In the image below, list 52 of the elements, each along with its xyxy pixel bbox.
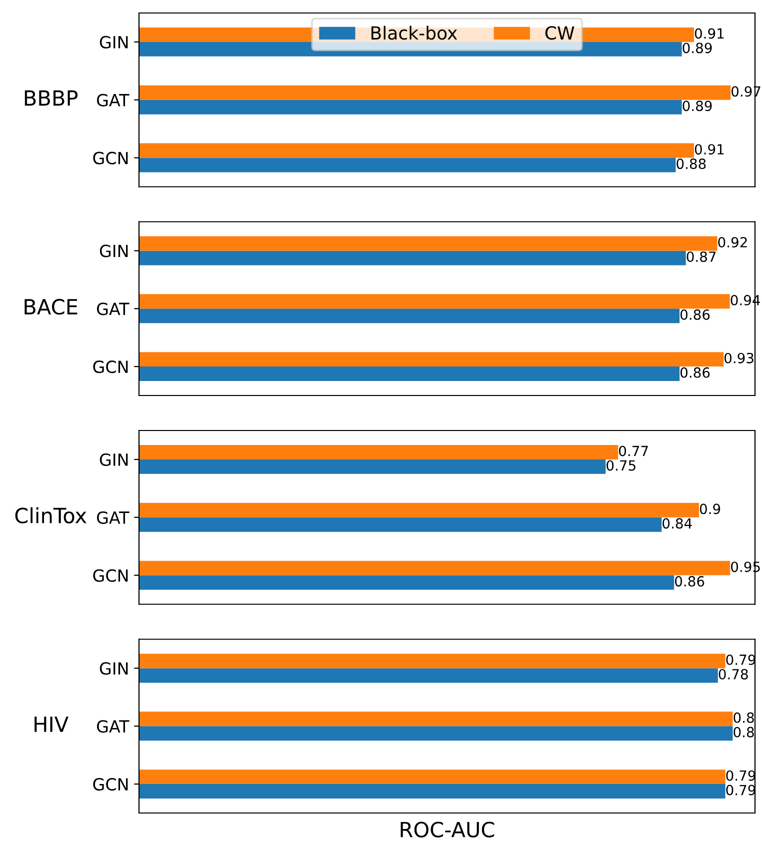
y-tick-label: GAT: [97, 720, 130, 733]
legend-label: Black-box: [371, 26, 458, 40]
x-axis-title: ROC-AUC: [400, 822, 494, 838]
bar: [139, 250, 686, 266]
data-label: 0.75: [606, 460, 636, 471]
bar: [139, 517, 662, 532]
data-label: 0.79: [726, 784, 756, 796]
data-label: 0.86: [680, 367, 710, 378]
y-tick-label: GCN: [93, 778, 128, 791]
bar: [139, 444, 618, 460]
data-label: 0.78: [718, 668, 748, 680]
data-label: 0.91: [694, 144, 724, 155]
y-tick-label: GAT: [97, 511, 130, 524]
y-tick-label: GIN: [100, 453, 128, 466]
bar: [139, 366, 680, 382]
legend-label: CW: [545, 26, 574, 40]
y-tick-label: GIN: [100, 36, 128, 49]
y-tick-label: GCN: [93, 569, 128, 582]
data-label: 0.8: [734, 726, 754, 738]
bar: [139, 502, 699, 518]
data-label: 0.89: [682, 100, 712, 112]
data-label: 0.93: [724, 352, 754, 364]
y-tick-label: GCN: [93, 152, 128, 164]
bar: [139, 308, 680, 324]
data-label: 0.89: [682, 42, 712, 54]
data-label: 0.9: [700, 504, 720, 514]
data-label: 0.8: [734, 712, 754, 723]
data-label: 0.84: [662, 518, 692, 529]
data-label: 0.79: [726, 654, 756, 665]
data-label: 0.87: [686, 251, 716, 262]
y-tick-label: GIN: [100, 244, 128, 258]
bar: [139, 560, 730, 576]
data-label: 0.79: [726, 770, 756, 781]
y-axis-title: HIV: [34, 716, 68, 732]
bar: [139, 575, 674, 590]
data-label: 0.91: [694, 28, 724, 39]
y-axis-title: BACE: [24, 298, 78, 315]
y-axis-title: BBBP: [24, 90, 78, 106]
data-label: 0.86: [680, 309, 710, 320]
y-axis-title: ClinTox: [15, 507, 86, 524]
y-tick-label: GIN: [100, 662, 128, 675]
data-label: 0.77: [619, 446, 648, 456]
bar: [139, 236, 718, 251]
y-tick-label: GCN: [93, 360, 128, 374]
data-label: 0.88: [676, 158, 706, 170]
data-label: 0.86: [675, 576, 704, 587]
bar: [139, 294, 730, 309]
y-tick-label: GAT: [97, 94, 130, 106]
y-tick-label: GAT: [97, 302, 130, 316]
bar: [139, 352, 724, 367]
bar: [139, 459, 606, 474]
data-label: 0.92: [718, 236, 747, 248]
